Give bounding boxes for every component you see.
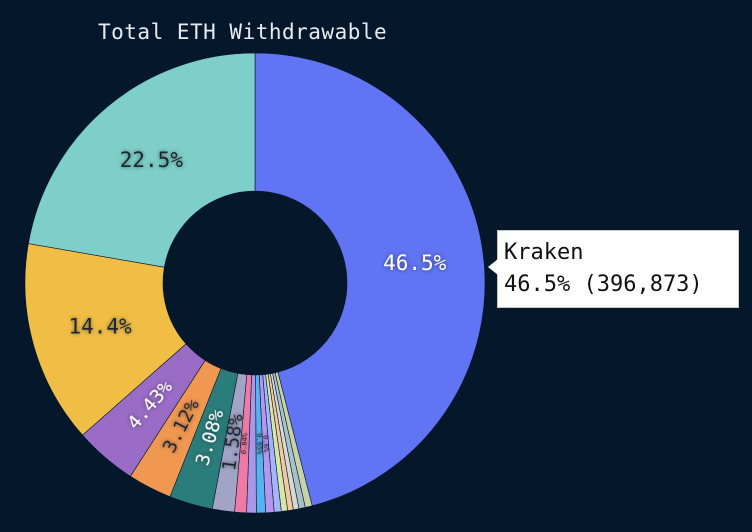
slice-label-7: 0.6%	[261, 435, 270, 453]
tooltip-arrow	[488, 259, 498, 275]
slice-label-8: 0.65%	[255, 433, 264, 455]
tooltip-detail: 46.5% (396,873)	[504, 272, 703, 297]
chart-title: Total ETH Withdrawable	[98, 20, 388, 44]
donut-slice-kraken[interactable]	[254, 52, 486, 507]
donut-slices	[24, 52, 486, 514]
tooltip-name: Kraken	[504, 240, 584, 265]
tooltip: Kraken 46.5% (396,873)	[488, 230, 739, 308]
slice-label-kraken: 46.5%	[383, 251, 447, 275]
slice-label-15: 14.4%	[68, 315, 132, 339]
slice-label-16: 22.5%	[120, 148, 184, 172]
donut-slice-15[interactable]	[24, 243, 187, 436]
slice-label-10: 0.84%	[240, 432, 249, 454]
donut-slice-16[interactable]	[28, 52, 256, 268]
